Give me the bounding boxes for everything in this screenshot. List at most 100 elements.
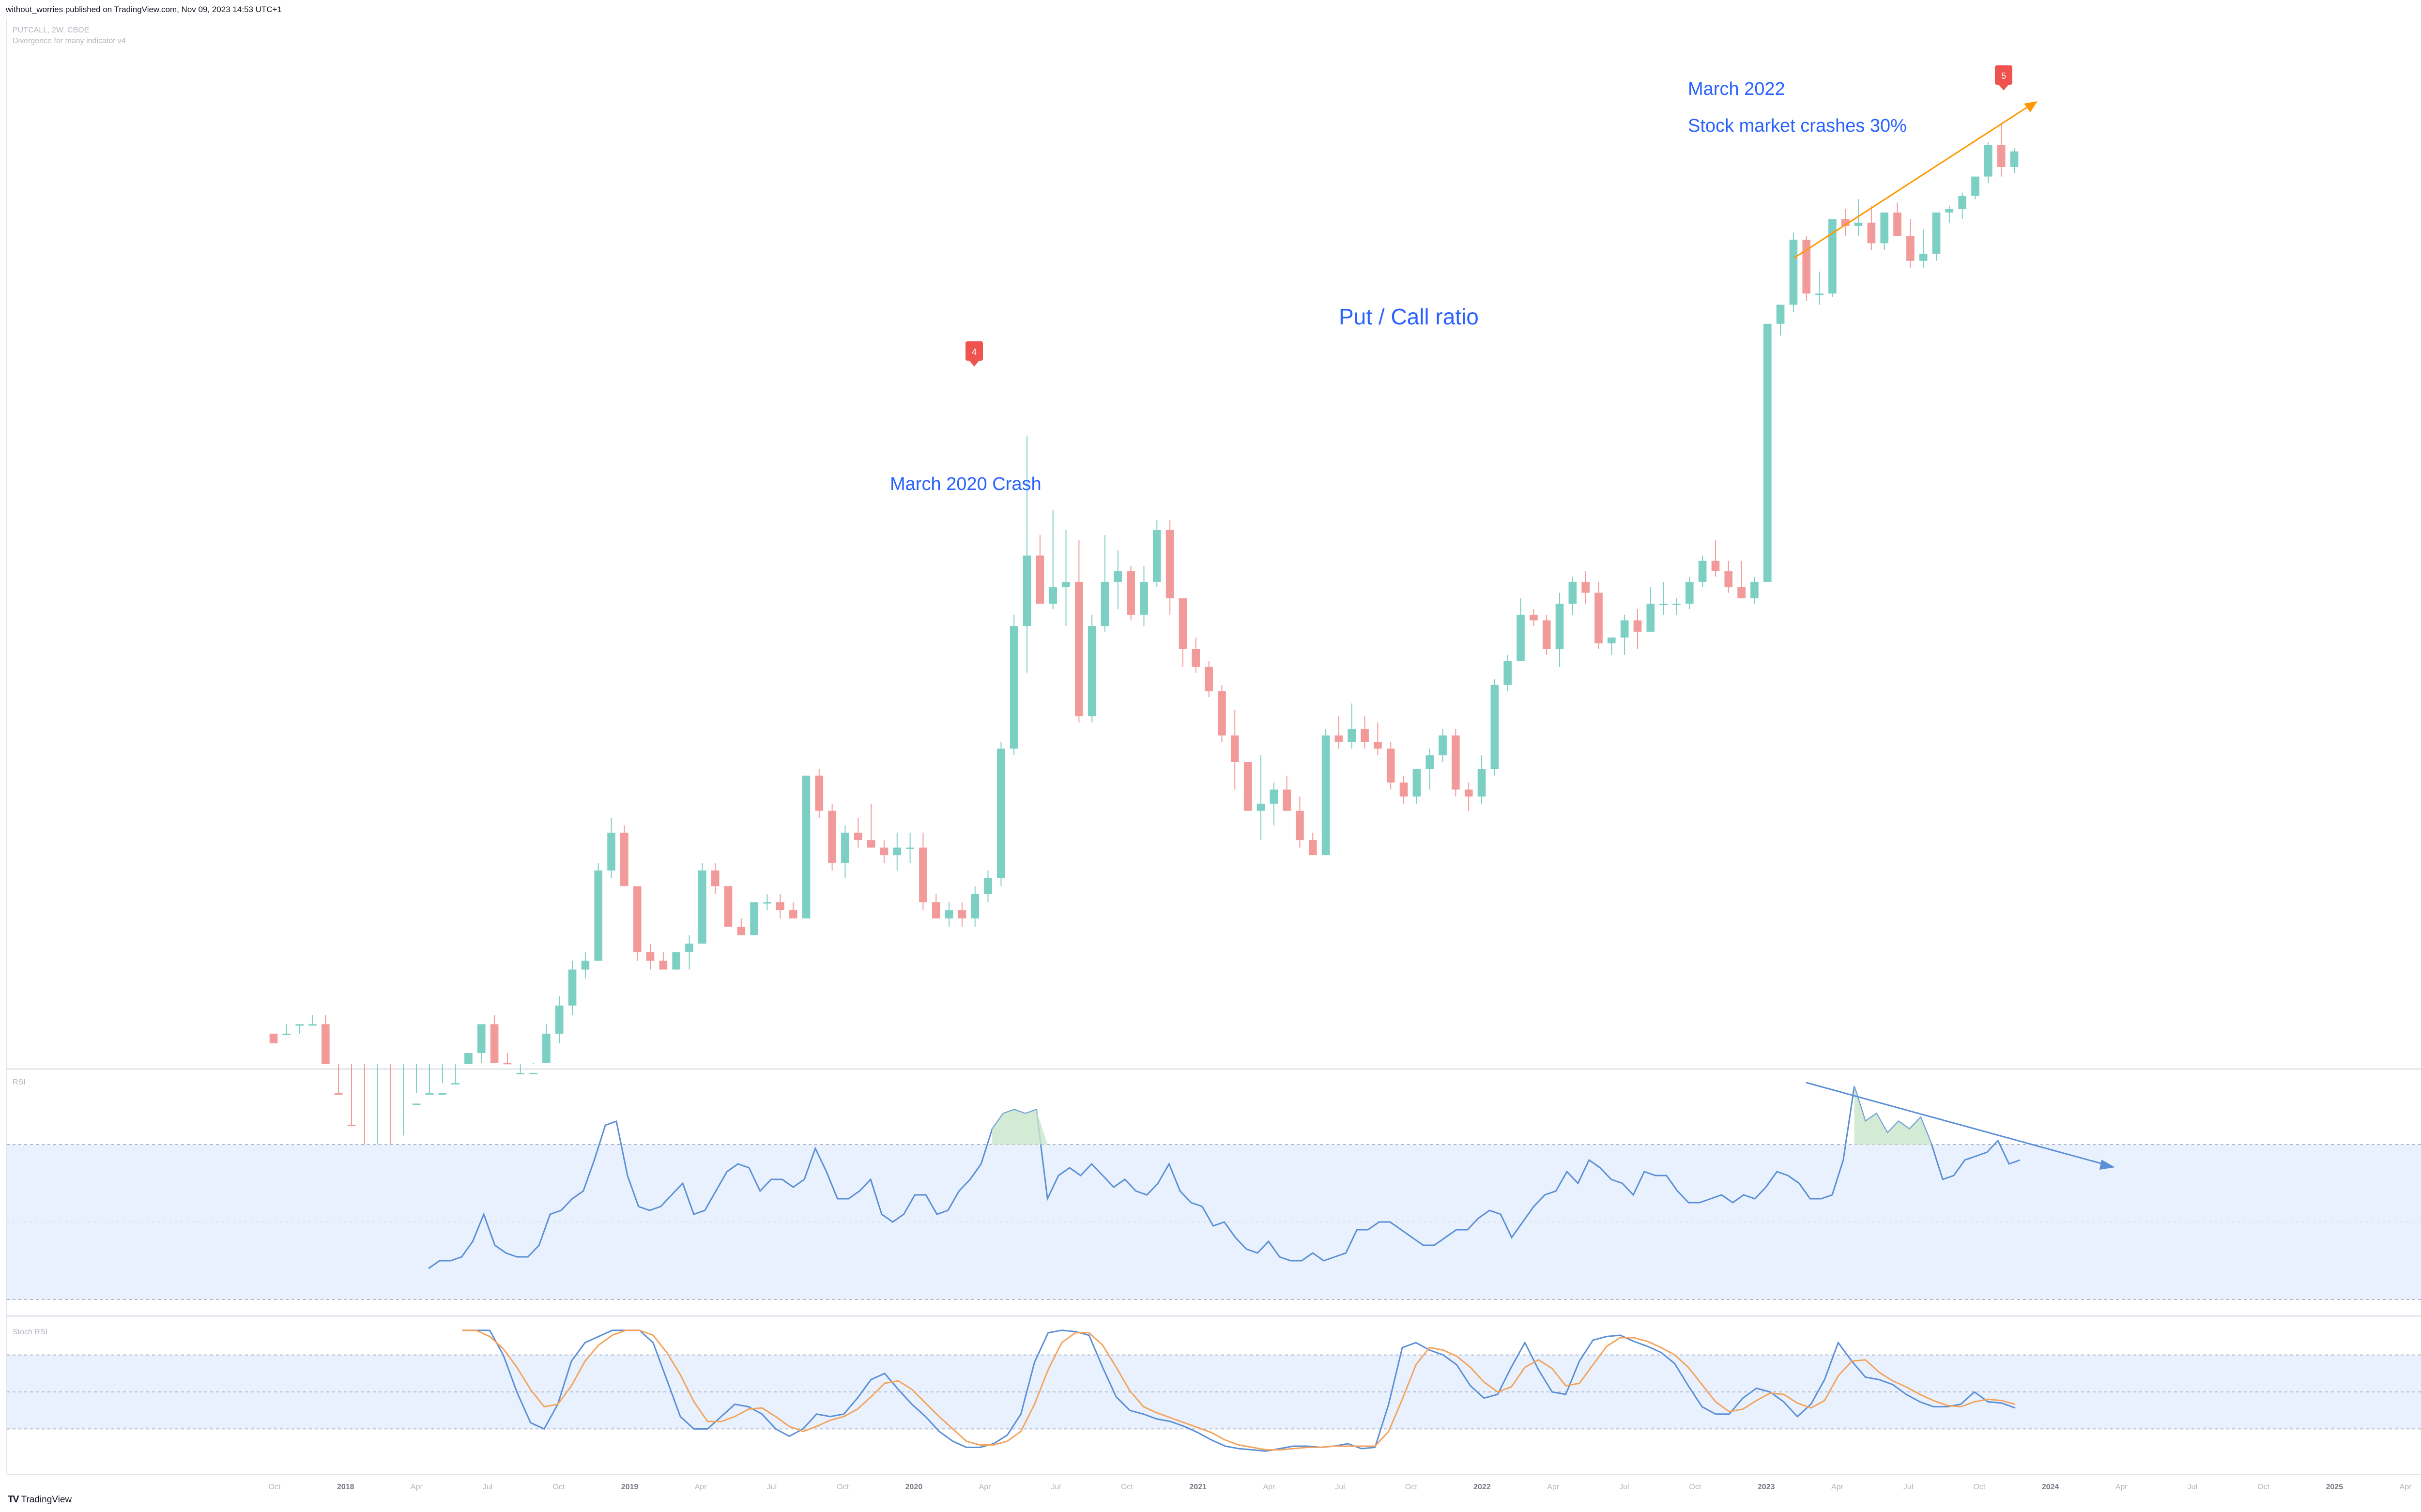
symbol-legend: PUTCALL, 2W, CBOE Divergence for many in…	[13, 25, 126, 46]
candle-body	[1127, 571, 1135, 615]
symbol-label[interactable]: PUTCALL, 2W, CBOE	[13, 26, 90, 34]
candle-body	[1490, 685, 1499, 769]
tradingview-logo-icon: TV	[8, 1494, 19, 1505]
candle-body	[1243, 762, 1252, 811]
candle-body	[802, 776, 811, 919]
stoch-k-line	[462, 1329, 2016, 1452]
time-axis-label: Jul	[767, 1483, 777, 1491]
candle-body	[1412, 768, 1421, 797]
rsi-divergence-line	[1806, 1082, 2107, 1166]
candle-body	[1140, 581, 1148, 615]
candle-body	[633, 886, 642, 952]
candle-body	[1906, 236, 1915, 261]
indicator-label[interactable]: Divergence for many indicator v4	[13, 37, 126, 45]
candle-body	[516, 1072, 525, 1074]
candle-body	[1971, 176, 1979, 196]
candle-body	[1997, 145, 2006, 167]
candle-body	[269, 1034, 278, 1043]
candle-body	[867, 840, 875, 848]
candle-body	[1555, 603, 1564, 649]
candle-body	[945, 910, 953, 919]
signal-marker-4-label: 4	[972, 347, 977, 357]
time-axis-label: Oct	[1973, 1483, 1985, 1491]
candle-body	[659, 961, 668, 970]
candle-body	[503, 1063, 512, 1065]
candle-body	[1932, 212, 1941, 254]
annotation-march-2020: March 2020 Crash	[890, 474, 1042, 494]
candle-body	[1010, 626, 1018, 749]
candle-body	[1218, 691, 1226, 736]
candle-body	[1984, 145, 1992, 177]
time-axis-label: 2025	[2326, 1483, 2344, 1491]
candle-body	[997, 748, 1005, 879]
candle-body	[828, 810, 836, 863]
time-axis-label: Jul	[2188, 1483, 2197, 1491]
candle-body	[1374, 742, 1382, 749]
candle-body	[477, 1024, 486, 1053]
candle-body	[1165, 530, 1174, 598]
time-axis-label: Apr	[1263, 1483, 1275, 1491]
annotation-march-2022: March 2022	[1688, 79, 1785, 99]
rsi-overbought-2022	[1854, 1086, 1954, 1145]
candle-body	[1049, 587, 1057, 604]
time-axis-label: Apr	[411, 1483, 423, 1491]
candle-body	[932, 902, 940, 919]
time-axis-label: Apr	[2115, 1483, 2128, 1491]
brand-name: TradingView	[21, 1494, 72, 1505]
annotation-crash-30pct: Stock market crashes 30%	[1688, 116, 1907, 136]
candle-body	[815, 776, 824, 811]
candle-body	[1425, 755, 1434, 769]
candle-body	[282, 1034, 291, 1036]
candle-body	[555, 1005, 564, 1034]
signal-marker-5-label: 5	[2001, 71, 2006, 81]
signal-marker-4-tip	[969, 361, 979, 367]
signal-marker-4	[965, 341, 983, 361]
candle-body	[1530, 614, 1538, 621]
candle-body	[1114, 571, 1122, 582]
candle-body	[2010, 151, 2019, 167]
time-axis-label: Jul	[1619, 1483, 1629, 1491]
candle-body	[451, 1083, 460, 1084]
candle-body	[1646, 603, 1655, 632]
time-axis-label: Apr	[695, 1483, 707, 1491]
candle-body	[1919, 254, 1928, 261]
candle-body	[1088, 626, 1096, 717]
candle-body	[1101, 581, 1109, 626]
time-axis-label: Oct	[2257, 1483, 2269, 1491]
time-axis-label: 2018	[337, 1483, 354, 1491]
candle-body	[1672, 603, 1681, 605]
candle-body	[1568, 581, 1577, 604]
candle-body	[594, 870, 603, 961]
candle-body	[1698, 561, 1707, 582]
candle-body	[1023, 555, 1031, 626]
time-axis-label: 2022	[1473, 1483, 1491, 1491]
candle-body	[1308, 840, 1317, 855]
candle-body	[1854, 222, 1863, 226]
footer-brand: TV TradingView	[8, 1494, 72, 1505]
candle-body	[1348, 729, 1356, 742]
candle-body	[295, 1024, 304, 1026]
time-axis-label: Jul	[1051, 1483, 1060, 1491]
candle-body	[1439, 735, 1447, 756]
candle-body	[1633, 620, 1642, 632]
time-axis-label: Jul	[1335, 1483, 1345, 1491]
time-axis-label: 2020	[905, 1483, 923, 1491]
candle-body	[1620, 620, 1629, 638]
time-axis-label: Apr	[1547, 1483, 1560, 1491]
candle-body	[1452, 735, 1460, 790]
candle-body	[412, 1103, 421, 1105]
time-axis-label: 2019	[621, 1483, 639, 1491]
time-axis-label: Oct	[837, 1483, 849, 1491]
time-axis-label: 2024	[2042, 1483, 2059, 1491]
candle-body	[1503, 660, 1512, 685]
candle-body	[984, 878, 992, 894]
candle-body	[425, 1093, 434, 1095]
candle-body	[1477, 768, 1486, 797]
candle-body	[1334, 735, 1343, 742]
candle-body	[568, 969, 577, 1006]
candle-body	[490, 1024, 499, 1063]
candle-body	[1230, 735, 1239, 762]
time-axis-label: Jul	[483, 1483, 492, 1491]
time-axis-label: 2023	[1758, 1483, 1775, 1491]
candle-body	[1464, 789, 1473, 797]
